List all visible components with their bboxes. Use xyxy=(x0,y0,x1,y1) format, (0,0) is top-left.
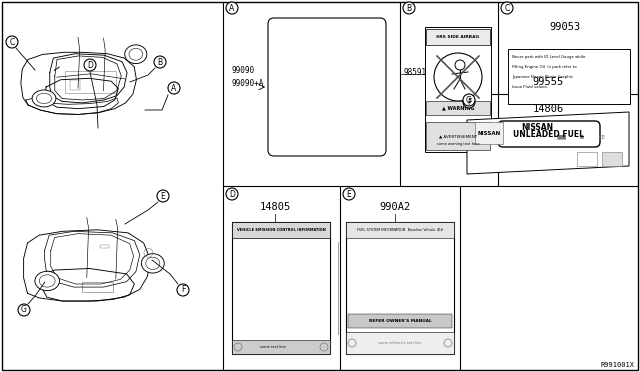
Text: 99090
99090+A: 99090 99090+A xyxy=(231,66,264,88)
Text: ▲ WARNING: ▲ WARNING xyxy=(442,106,474,110)
Text: Issue Fluid values.: Issue Fluid values. xyxy=(512,85,548,89)
Text: B: B xyxy=(157,58,163,67)
Circle shape xyxy=(154,56,166,68)
Text: 99555: 99555 xyxy=(532,77,564,87)
Polygon shape xyxy=(467,112,629,174)
Text: B: B xyxy=(406,3,412,13)
Text: A: A xyxy=(229,3,235,13)
Text: some reference text line: some reference text line xyxy=(378,341,422,345)
Bar xyxy=(83,282,113,292)
Text: F: F xyxy=(467,97,471,106)
Ellipse shape xyxy=(35,271,60,291)
Ellipse shape xyxy=(125,45,147,64)
Circle shape xyxy=(343,188,355,200)
Text: ■■: ■■ xyxy=(557,135,567,140)
Bar xyxy=(426,29,490,45)
Bar xyxy=(100,245,109,248)
Bar xyxy=(232,340,330,354)
Bar xyxy=(602,152,622,166)
Circle shape xyxy=(403,2,415,14)
Circle shape xyxy=(84,59,96,71)
Circle shape xyxy=(463,94,475,106)
Text: REFER OWNER'S MANUAL: REFER OWNER'S MANUAL xyxy=(369,319,431,323)
Bar xyxy=(348,314,452,328)
Text: ▲: ▲ xyxy=(580,135,584,140)
Bar xyxy=(425,27,491,152)
Text: ▲ AVERTISSEMENT: ▲ AVERTISSEMENT xyxy=(439,134,477,138)
Circle shape xyxy=(434,53,482,101)
Text: Filling Engine Oil. In park refer to: Filling Engine Oil. In park refer to xyxy=(512,65,577,69)
FancyBboxPatch shape xyxy=(498,121,600,147)
Circle shape xyxy=(501,2,513,14)
Text: VEHICLE EMISSION CONTROL INFORMATION: VEHICLE EMISSION CONTROL INFORMATION xyxy=(237,228,325,232)
Text: 14806: 14806 xyxy=(532,104,564,114)
Bar xyxy=(70,80,80,90)
Circle shape xyxy=(6,36,18,48)
Bar xyxy=(426,122,490,150)
Bar xyxy=(577,152,597,166)
Text: R991001X: R991001X xyxy=(601,362,635,368)
Text: 98591N: 98591N xyxy=(404,67,432,77)
Text: SRS SIDE AIRBAG: SRS SIDE AIRBAG xyxy=(436,35,479,39)
Circle shape xyxy=(168,82,180,94)
Text: CE: CE xyxy=(598,135,605,140)
Bar xyxy=(346,222,454,354)
Text: UNLEADED FUEL: UNLEADED FUEL xyxy=(513,129,584,138)
Text: NISSAN: NISSAN xyxy=(477,131,500,135)
Ellipse shape xyxy=(32,90,56,107)
Text: Never park with ID Level Gauge while: Never park with ID Level Gauge while xyxy=(512,55,586,59)
Text: 99053: 99053 xyxy=(549,22,580,32)
Text: some text line: some text line xyxy=(260,345,286,349)
Bar xyxy=(346,222,454,238)
Bar xyxy=(65,71,116,93)
Circle shape xyxy=(18,304,30,316)
Circle shape xyxy=(157,190,169,202)
Text: A: A xyxy=(172,83,177,93)
Text: C: C xyxy=(10,38,15,46)
FancyBboxPatch shape xyxy=(268,18,386,156)
Text: FUEL SYSTEM INFORMATION  Baseline Vehicle ID#: FUEL SYSTEM INFORMATION Baseline Vehicle… xyxy=(357,228,443,232)
Text: D: D xyxy=(229,189,235,199)
Text: NISSAN: NISSAN xyxy=(521,122,553,131)
Text: G: G xyxy=(466,96,472,105)
Circle shape xyxy=(226,188,238,200)
Bar xyxy=(475,122,503,144)
Circle shape xyxy=(463,96,475,108)
Text: G: G xyxy=(21,305,27,314)
Text: some warning text here: some warning text here xyxy=(436,142,479,146)
Bar xyxy=(232,222,330,354)
Text: 14805: 14805 xyxy=(259,202,291,212)
Bar xyxy=(508,49,630,104)
Text: Japanese Nissan Photo Graphic: Japanese Nissan Photo Graphic xyxy=(512,75,573,79)
Circle shape xyxy=(226,2,238,14)
Bar xyxy=(346,332,454,354)
Ellipse shape xyxy=(141,254,164,273)
Bar xyxy=(232,222,330,238)
Bar xyxy=(426,101,490,115)
Text: D: D xyxy=(87,61,93,70)
Text: E: E xyxy=(347,189,351,199)
Text: F: F xyxy=(181,285,185,295)
Circle shape xyxy=(177,284,189,296)
Text: 990A2: 990A2 xyxy=(380,202,411,212)
Text: C: C xyxy=(504,3,509,13)
Text: E: E xyxy=(161,192,165,201)
